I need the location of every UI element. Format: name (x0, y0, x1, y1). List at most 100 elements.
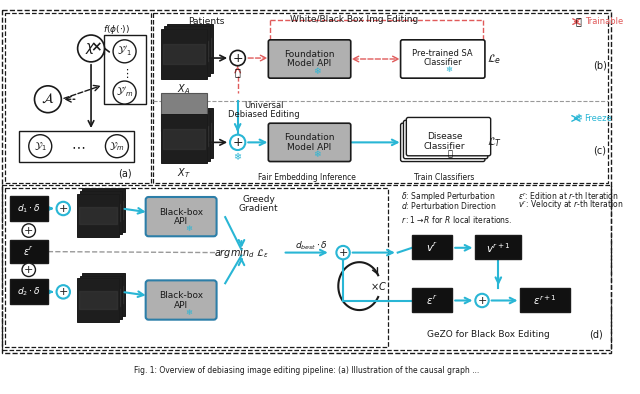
Text: Patients: Patients (188, 17, 224, 26)
Text: $\mathcal{Y}_1$: $\mathcal{Y}_1$ (34, 140, 47, 152)
Text: API: API (174, 301, 188, 310)
Bar (10, 240, 48, 263)
Text: Fig. 1: Overview of debiasing image editing pipeline: (a) Illustration of the ca: Fig. 1: Overview of debiasing image edit… (134, 366, 479, 375)
Text: $\epsilon^r$: $\epsilon^r$ (23, 245, 34, 258)
FancyBboxPatch shape (146, 197, 216, 236)
Text: 🔥: 🔥 (448, 149, 453, 158)
Text: $v^{r+1}$: $v^{r+1}$ (486, 241, 511, 255)
Text: $\mathbf{\times}$: $\mathbf{\times}$ (90, 41, 102, 54)
FancyBboxPatch shape (403, 120, 488, 159)
FancyBboxPatch shape (146, 281, 216, 320)
Bar (79, 191, 122, 234)
Text: $\chi$: $\chi$ (85, 41, 97, 56)
Text: $d_2 \cdot \delta$: $d_2 \cdot \delta$ (17, 286, 40, 298)
Text: Black-box: Black-box (159, 291, 203, 300)
Text: $\epsilon^r$: $\epsilon^r$ (426, 294, 438, 307)
Text: +: + (59, 203, 68, 214)
Text: $\times C$: $\times C$ (370, 280, 387, 292)
Text: ❄: ❄ (186, 307, 192, 316)
Circle shape (337, 246, 350, 259)
Text: +: + (59, 287, 68, 297)
Text: $\mathcal{A}$: $\mathcal{A}$ (41, 92, 54, 106)
Text: $\epsilon^{r+1}$: $\epsilon^{r+1}$ (533, 294, 557, 307)
Bar (167, 24, 212, 73)
Bar (476, 235, 522, 259)
Bar (154, 13, 607, 183)
Text: Classifier: Classifier (424, 142, 465, 151)
Text: $\mathcal{Y}_m$: $\mathcal{Y}_m$ (109, 140, 125, 152)
Text: Classifier: Classifier (424, 58, 462, 67)
Circle shape (56, 202, 70, 215)
Bar (161, 29, 207, 79)
Text: White/Black Box Img Editing: White/Black Box Img Editing (291, 15, 419, 24)
Circle shape (106, 135, 129, 158)
Text: (c): (c) (593, 145, 607, 155)
Text: +: + (24, 225, 33, 236)
Text: +: + (477, 296, 487, 305)
FancyBboxPatch shape (401, 123, 485, 162)
Bar (104, 35, 146, 104)
Text: $\mathcal{Y}'_1$: $\mathcal{Y}'_1$ (117, 45, 132, 58)
FancyBboxPatch shape (268, 123, 351, 162)
Text: $\mathcal{Y}'_m$: $\mathcal{Y}'_m$ (116, 86, 133, 99)
Text: ❄: ❄ (234, 152, 242, 162)
Bar (77, 194, 119, 237)
Text: GeZO for Black Box Editing: GeZO for Black Box Editing (428, 329, 550, 338)
Text: $X_T$: $X_T$ (177, 166, 191, 180)
Text: Foundation: Foundation (284, 133, 335, 142)
Text: $\mathcal{L}_e$: $\mathcal{L}_e$ (488, 52, 502, 66)
Bar (2, 186, 611, 350)
Text: Greedy: Greedy (243, 195, 275, 204)
Text: Pre-trained SA: Pre-trained SA (412, 49, 473, 58)
Circle shape (113, 81, 136, 104)
Text: $d_1 \cdot \delta$: $d_1 \cdot \delta$ (17, 202, 40, 215)
Text: $r: 1 \rightarrow R$ for $R$ local iterations.: $r: 1 \rightarrow R$ for $R$ local itera… (401, 214, 512, 225)
Text: Model API: Model API (287, 59, 332, 68)
Text: $\delta$: Sampled Perturbation: $\delta$: Sampled Perturbation (401, 190, 495, 203)
Text: Freeze: Freeze (584, 114, 612, 123)
Text: Disease: Disease (427, 132, 463, 141)
Text: ❄: ❄ (186, 224, 192, 233)
Text: $X_A$: $X_A$ (177, 82, 191, 96)
Bar (164, 111, 210, 161)
Text: $f(\phi(\cdot))$: $f(\phi(\cdot))$ (103, 23, 131, 36)
Text: $v^r$: Velocity at $r$-th Iteration: $v^r$: Velocity at $r$-th Iteration (518, 199, 623, 212)
Bar (83, 188, 125, 232)
Bar (83, 273, 125, 316)
Text: ❄: ❄ (314, 67, 321, 76)
Text: Black-box: Black-box (159, 208, 203, 217)
Text: Gradient: Gradient (239, 204, 278, 213)
Circle shape (22, 224, 35, 237)
Text: Foundation: Foundation (284, 50, 335, 59)
Text: +: + (232, 52, 243, 65)
Circle shape (476, 294, 489, 307)
Circle shape (29, 135, 52, 158)
Bar (10, 279, 48, 304)
Text: Debiased Editing: Debiased Editing (228, 110, 300, 119)
Text: $d_{best} \cdot \delta$: $d_{best} \cdot \delta$ (295, 240, 328, 252)
Circle shape (230, 135, 245, 150)
Circle shape (113, 40, 136, 63)
Text: API: API (174, 217, 188, 227)
Circle shape (35, 86, 61, 113)
Text: Model API: Model API (287, 143, 332, 152)
Circle shape (77, 35, 104, 62)
Bar (412, 235, 452, 259)
Text: $\vdots$: $\vdots$ (120, 67, 129, 80)
Bar (10, 196, 48, 221)
FancyBboxPatch shape (268, 40, 351, 78)
Text: Universal: Universal (244, 102, 284, 110)
Text: Trainable: Trainable (584, 17, 623, 26)
Text: (b): (b) (593, 61, 607, 71)
Bar (164, 26, 210, 76)
Text: 🔥: 🔥 (235, 67, 241, 77)
Text: Train Classifiers: Train Classifiers (415, 173, 475, 182)
Bar (4, 13, 152, 183)
Bar (77, 279, 119, 322)
Text: ❄: ❄ (574, 113, 582, 123)
Text: ❄: ❄ (445, 65, 452, 74)
Bar (520, 288, 570, 312)
FancyBboxPatch shape (401, 40, 485, 78)
Text: $\mathit{argmin}_d\ \mathcal{L}_\epsilon$: $\mathit{argmin}_d\ \mathcal{L}_\epsilon… (214, 245, 269, 260)
Bar (4, 188, 388, 346)
